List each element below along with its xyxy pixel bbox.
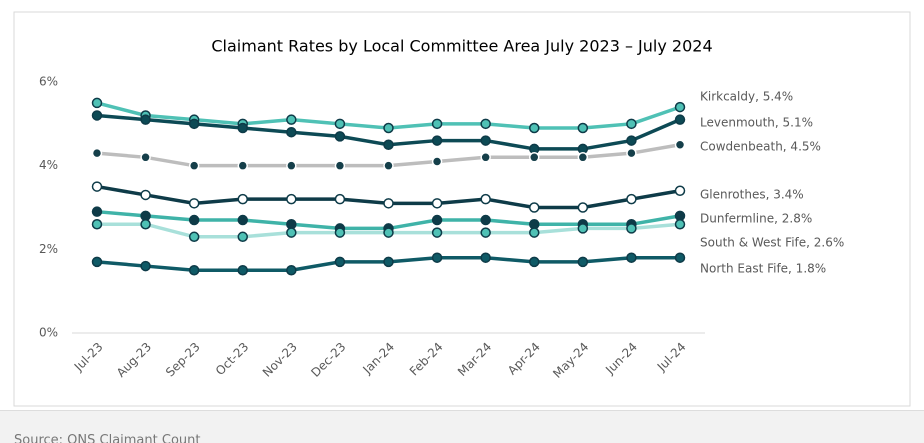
point xyxy=(91,218,103,230)
point xyxy=(674,252,686,263)
point xyxy=(480,227,491,238)
point xyxy=(577,202,589,213)
point xyxy=(383,139,394,150)
y-tick-label: 4% xyxy=(39,158,58,172)
point xyxy=(286,227,297,238)
point xyxy=(188,198,200,209)
point xyxy=(334,256,346,268)
point xyxy=(383,160,394,171)
series-label: Levenmouth, 5.1% xyxy=(700,116,813,130)
point xyxy=(334,118,346,130)
point xyxy=(431,118,443,130)
point xyxy=(577,122,589,134)
point xyxy=(674,139,686,150)
point xyxy=(140,189,151,201)
point xyxy=(383,227,394,238)
point xyxy=(480,118,491,130)
point xyxy=(188,160,200,171)
y-tick-label: 2% xyxy=(39,242,58,256)
point xyxy=(480,252,491,263)
point xyxy=(431,252,443,263)
point xyxy=(188,265,200,276)
source: Source: ONS Claimant Count xyxy=(14,433,201,443)
point xyxy=(91,97,103,109)
point xyxy=(383,122,394,134)
point xyxy=(140,152,151,163)
point xyxy=(674,114,686,125)
series-label: Glenrothes, 3.4% xyxy=(700,188,804,202)
point xyxy=(577,223,589,234)
point xyxy=(431,214,443,226)
point xyxy=(286,265,297,276)
point xyxy=(334,131,346,142)
point xyxy=(286,126,297,138)
point xyxy=(334,193,346,205)
point xyxy=(529,227,540,238)
point xyxy=(188,214,200,226)
series-label: Kirkcaldy, 5.4% xyxy=(700,90,793,104)
point xyxy=(529,202,540,213)
point xyxy=(91,206,103,217)
point xyxy=(140,114,151,125)
point xyxy=(91,110,103,121)
chart-frame xyxy=(13,11,911,407)
point xyxy=(626,147,637,159)
point xyxy=(431,227,443,238)
point xyxy=(91,147,103,159)
chart: Claimant Rates by Local Committee Area J… xyxy=(13,11,911,407)
point xyxy=(188,118,200,130)
point xyxy=(480,193,491,205)
point xyxy=(286,160,297,171)
point xyxy=(383,256,394,268)
point xyxy=(286,114,297,125)
y-tick-label: 0% xyxy=(39,326,58,340)
point xyxy=(626,252,637,263)
point xyxy=(529,152,540,163)
point xyxy=(431,156,443,167)
point xyxy=(91,181,103,192)
point xyxy=(431,198,443,209)
series-label: South & West Fife, 2.6% xyxy=(700,236,844,250)
point xyxy=(674,218,686,230)
point xyxy=(431,135,443,146)
point xyxy=(529,256,540,268)
point xyxy=(91,256,103,268)
point xyxy=(480,214,491,226)
series-label: Cowdenbeath, 4.5% xyxy=(700,140,821,154)
point xyxy=(626,135,637,146)
point xyxy=(237,193,248,205)
point xyxy=(237,214,248,226)
point xyxy=(529,122,540,134)
point xyxy=(140,260,151,272)
y-tick-label: 6% xyxy=(39,75,58,89)
point xyxy=(334,160,346,171)
point xyxy=(674,101,686,113)
chart-title: Claimant Rates by Local Committee Area J… xyxy=(211,37,712,56)
point xyxy=(674,185,686,197)
point xyxy=(286,193,297,205)
point xyxy=(334,227,346,238)
point xyxy=(237,122,248,134)
point xyxy=(188,231,200,243)
point xyxy=(577,152,589,163)
point xyxy=(626,193,637,205)
point xyxy=(140,218,151,230)
point xyxy=(237,265,248,276)
point xyxy=(480,135,491,146)
point xyxy=(626,223,637,234)
series-label: Dunfermline, 2.8% xyxy=(700,212,812,226)
point xyxy=(237,231,248,243)
series-label: North East Fife, 1.8% xyxy=(700,262,826,276)
point xyxy=(480,152,491,163)
point xyxy=(383,198,394,209)
point xyxy=(577,256,589,268)
source-bar: Source: ONS Claimant Count xyxy=(0,410,924,443)
point xyxy=(237,160,248,171)
point xyxy=(626,118,637,130)
